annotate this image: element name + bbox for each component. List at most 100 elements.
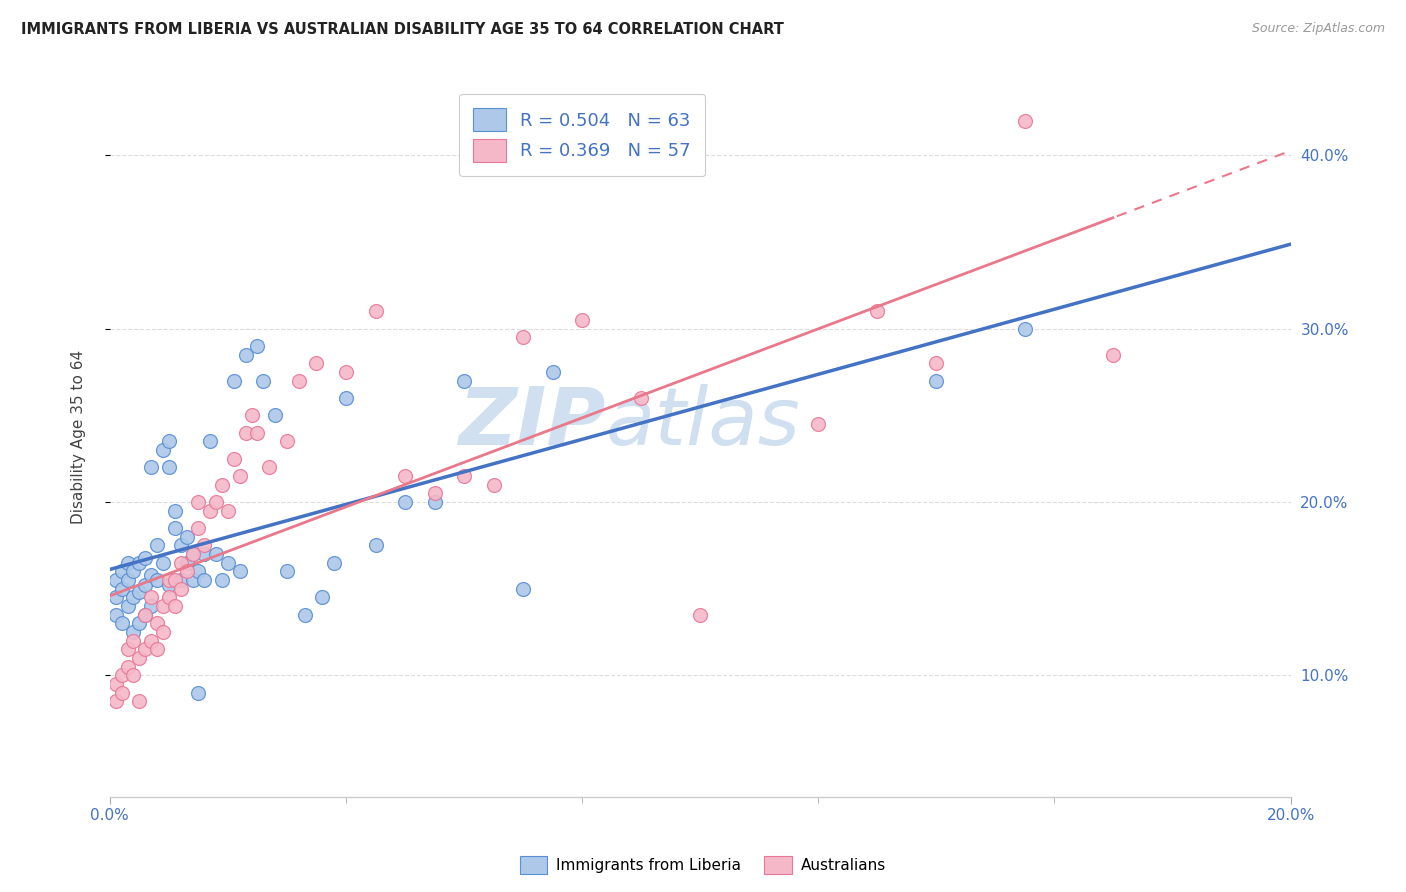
Point <box>394 469 416 483</box>
Point <box>1014 113 1036 128</box>
Point <box>217 556 239 570</box>
Point <box>453 374 475 388</box>
Point <box>541 365 564 379</box>
Point <box>323 556 346 570</box>
Point <box>222 451 245 466</box>
Point <box>111 686 134 700</box>
Point <box>176 556 198 570</box>
Point <box>235 348 257 362</box>
Point <box>122 668 145 682</box>
Point <box>335 391 357 405</box>
Point <box>305 356 328 370</box>
Point <box>211 573 233 587</box>
Point <box>152 599 174 613</box>
Point <box>163 573 186 587</box>
Point <box>104 607 127 622</box>
Point <box>453 469 475 483</box>
Y-axis label: Disability Age 35 to 64: Disability Age 35 to 64 <box>72 350 86 524</box>
Legend: R = 0.504   N = 63, R = 0.369   N = 57: R = 0.504 N = 63, R = 0.369 N = 57 <box>458 94 706 177</box>
Point <box>134 642 156 657</box>
Point <box>157 578 180 592</box>
Legend: Immigrants from Liberia, Australians: Immigrants from Liberia, Australians <box>513 850 893 880</box>
Point <box>134 607 156 622</box>
Point <box>163 599 186 613</box>
Point <box>122 591 145 605</box>
Point <box>217 504 239 518</box>
Point <box>222 374 245 388</box>
Point <box>117 573 139 587</box>
Point <box>925 374 948 388</box>
Point <box>1102 348 1125 362</box>
Point <box>311 591 333 605</box>
Point <box>187 565 209 579</box>
Point <box>141 591 163 605</box>
Point <box>128 585 150 599</box>
Point <box>146 573 169 587</box>
Point <box>170 573 193 587</box>
Point <box>104 694 127 708</box>
Point <box>211 477 233 491</box>
Point <box>128 694 150 708</box>
Point <box>1014 322 1036 336</box>
Point <box>364 304 387 318</box>
Point <box>128 616 150 631</box>
Point <box>122 565 145 579</box>
Point <box>111 582 134 596</box>
Point <box>141 567 163 582</box>
Point <box>128 651 150 665</box>
Point <box>240 409 263 423</box>
Point <box>246 339 269 353</box>
Point <box>200 434 222 449</box>
Point <box>187 686 209 700</box>
Point <box>141 460 163 475</box>
Point <box>259 460 281 475</box>
Point <box>181 547 204 561</box>
Point <box>134 607 156 622</box>
Text: IMMIGRANTS FROM LIBERIA VS AUSTRALIAN DISABILITY AGE 35 TO 64 CORRELATION CHART: IMMIGRANTS FROM LIBERIA VS AUSTRALIAN DI… <box>21 22 785 37</box>
Point <box>512 582 534 596</box>
Point <box>117 659 139 673</box>
Point <box>111 616 134 631</box>
Point <box>122 633 145 648</box>
Point <box>205 495 228 509</box>
Point <box>512 330 534 344</box>
Point <box>163 504 186 518</box>
Point <box>146 616 169 631</box>
Point <box>200 504 222 518</box>
Point <box>294 607 316 622</box>
Point <box>187 521 209 535</box>
Point <box>122 625 145 640</box>
Point <box>141 599 163 613</box>
Point <box>134 550 156 565</box>
Point <box>193 538 215 552</box>
Point <box>571 313 593 327</box>
Point <box>104 591 127 605</box>
Point <box>152 443 174 458</box>
Point <box>287 374 309 388</box>
Point <box>630 391 652 405</box>
Point <box>364 538 387 552</box>
Point <box>335 365 357 379</box>
Point <box>157 591 180 605</box>
Point <box>229 469 252 483</box>
Point <box>181 573 204 587</box>
Point <box>181 547 204 561</box>
Point <box>205 547 228 561</box>
Point <box>264 409 287 423</box>
Point <box>423 486 446 500</box>
Point <box>157 434 180 449</box>
Point <box>423 495 446 509</box>
Text: atlas: atlas <box>606 384 800 462</box>
Point <box>152 625 174 640</box>
Point <box>157 460 180 475</box>
Point <box>176 530 198 544</box>
Point <box>187 495 209 509</box>
Point <box>866 304 889 318</box>
Point <box>193 573 215 587</box>
Point <box>925 356 948 370</box>
Point <box>394 495 416 509</box>
Text: Source: ZipAtlas.com: Source: ZipAtlas.com <box>1251 22 1385 36</box>
Point <box>246 425 269 440</box>
Point <box>152 556 174 570</box>
Point <box>689 607 711 622</box>
